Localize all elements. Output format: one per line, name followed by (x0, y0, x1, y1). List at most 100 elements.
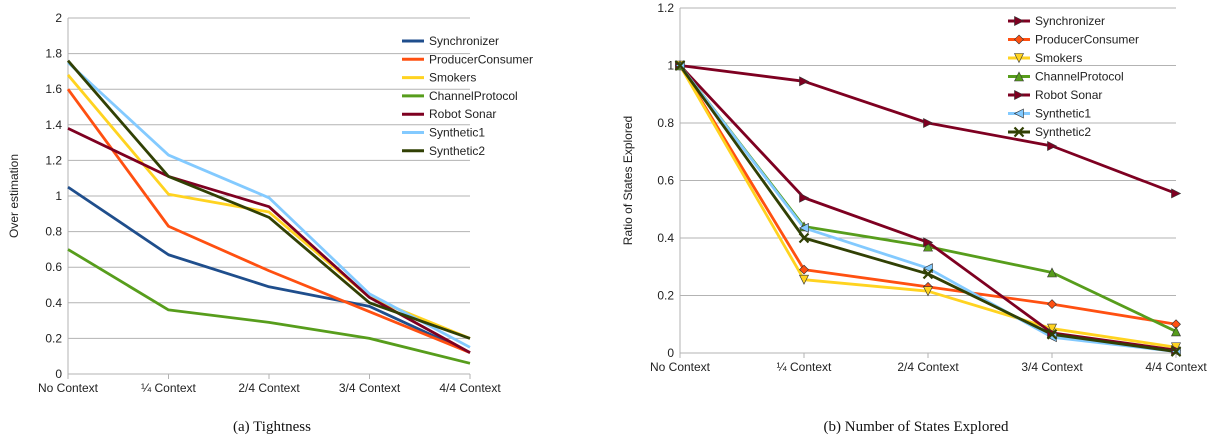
legend-label: Robot Sonar (1035, 88, 1102, 102)
data-point (923, 241, 933, 252)
x-tick-label: 3/4 Context (1021, 360, 1083, 374)
y-tick-label: 0.6 (45, 260, 62, 274)
legend-label: ChannelProtocol (429, 89, 518, 103)
legend-entry: Smokers (402, 71, 476, 85)
data-point (799, 274, 809, 285)
legend-entry: ChannelProtocol (1008, 70, 1124, 84)
legend-label: Smokers (429, 71, 476, 85)
x-tick-label: 3/4 Context (339, 381, 401, 395)
data-point (674, 60, 686, 71)
y-tick-label: 1 (667, 59, 674, 73)
series-line-synthetic2 (678, 64, 1177, 353)
legend-entry: Robot Sonar (1008, 88, 1102, 102)
caption-b: (b) Number of States Explored (824, 419, 1009, 435)
data-point (922, 268, 934, 280)
data-point (1170, 346, 1182, 357)
y-tick-label: 0.4 (657, 231, 674, 245)
y-tick-label: 1 (55, 189, 62, 203)
data-point (798, 222, 809, 233)
legend-entry: Synchronizer (1008, 14, 1105, 28)
data-point (1047, 299, 1057, 310)
legend-label: ChannelProtocol (1035, 70, 1124, 84)
x-tick-label: No Context (38, 381, 99, 395)
y-axis-label: Ratio of States Explored (621, 116, 635, 245)
legend-label: ProducerConsumer (1035, 33, 1139, 47)
series-line-synthetic1 (67, 61, 471, 349)
y-tick-label: 2 (55, 11, 62, 25)
legend-label: Synthetic2 (429, 144, 485, 158)
y-tick-label: 0.4 (45, 296, 62, 310)
legend-marker (1014, 71, 1024, 82)
legend-label: Smokers (1035, 51, 1082, 65)
data-point (799, 192, 810, 203)
legend-marker (1014, 90, 1025, 100)
chart-tightness: 0 0.2 0.4 0.6 0.8 1 1.2 1.4 1.6 1.8 2 No Context ¼ C… (7, 11, 533, 395)
data-point (798, 232, 810, 244)
data-point (1171, 188, 1182, 199)
series-line-synthetic2 (66, 59, 471, 340)
legend-entry: Synchronizer (402, 34, 499, 48)
x-tick-label: No Context (650, 360, 711, 374)
legend-entry: ProducerConsumer (402, 52, 533, 66)
x-tick-label: ¼ Context (777, 360, 832, 374)
series-line-robot-sonar (67, 127, 471, 354)
legend-entry: ProducerConsumer (1008, 33, 1139, 47)
data-point (799, 264, 809, 275)
series-line-synthetic1 (678, 64, 1177, 353)
legend-label: Robot Sonar (429, 107, 496, 121)
legend-entry: Synthetic2 (402, 144, 485, 158)
legend-label: Synthetic1 (429, 126, 485, 140)
y-tick-label: 0.8 (657, 116, 674, 130)
x-tick-label: 2/4 Context (238, 381, 300, 395)
legend-marker (1014, 34, 1024, 45)
series-line-synchronizer (67, 185, 471, 354)
legend-entry: ChannelProtocol (402, 89, 518, 103)
data-point (1047, 323, 1057, 334)
legend-label: Synchronizer (429, 34, 499, 48)
legend-marker (1013, 126, 1025, 138)
legend-entry: Robot Sonar (402, 107, 496, 121)
series-line-producerconsumer (66, 88, 471, 354)
legend-entry: Synthetic2 (1008, 125, 1091, 139)
data-point (1047, 267, 1057, 278)
caption-a: (a) Tightness (233, 419, 311, 435)
legend-entry: Smokers (1008, 51, 1082, 65)
y-tick-label: 0.6 (657, 174, 674, 188)
legend-label: Synthetic2 (1035, 125, 1091, 139)
series-line-synchronizer (679, 64, 1177, 195)
x-tick-label: 4/4 Context (439, 381, 501, 395)
y-tick-label: 1.6 (45, 82, 62, 96)
legend-marker (1013, 108, 1024, 119)
y-tick-label: 1.2 (45, 153, 62, 167)
x-tick-label: 2/4 Context (897, 360, 959, 374)
y-tick-label: 0.2 (45, 331, 62, 345)
y-tick-label: 1.2 (657, 1, 674, 15)
x-tick-label: ¼ Context (141, 381, 196, 395)
legend-label: Synthetic1 (1035, 107, 1091, 121)
data-point (923, 237, 934, 248)
data-point (1171, 326, 1181, 337)
y-tick-label: 0 (55, 367, 62, 381)
data-point (799, 76, 810, 87)
y-tick-label: 0.8 (45, 225, 62, 239)
y-tick-label: 1.4 (45, 118, 62, 132)
series-line-channelprotocol (67, 248, 471, 365)
chart-states-explored: 0 0.2 0.4 0.6 0.8 1 1.2 No Context ¼ Context 2/4 … (621, 1, 1207, 374)
y-tick-label: 0 (667, 346, 674, 360)
data-point (1047, 141, 1058, 151)
y-tick-label: 0.2 (657, 289, 674, 303)
data-point (1046, 329, 1058, 340)
legend-label: ProducerConsumer (429, 52, 533, 66)
x-tick-label: 4/4 Context (1145, 360, 1207, 374)
legend-label: Synchronizer (1035, 14, 1105, 28)
series-line-smokers (678, 64, 1177, 349)
data-point (923, 286, 933, 297)
legend-entry: Synthetic1 (402, 126, 485, 140)
data-point (923, 118, 934, 128)
legend-marker (1014, 16, 1025, 26)
y-tick-label: 1.8 (45, 47, 62, 61)
y-axis-label: Over estimation (7, 154, 21, 238)
legend-marker (1014, 53, 1024, 64)
legend-entry: Synthetic1 (1008, 107, 1091, 121)
